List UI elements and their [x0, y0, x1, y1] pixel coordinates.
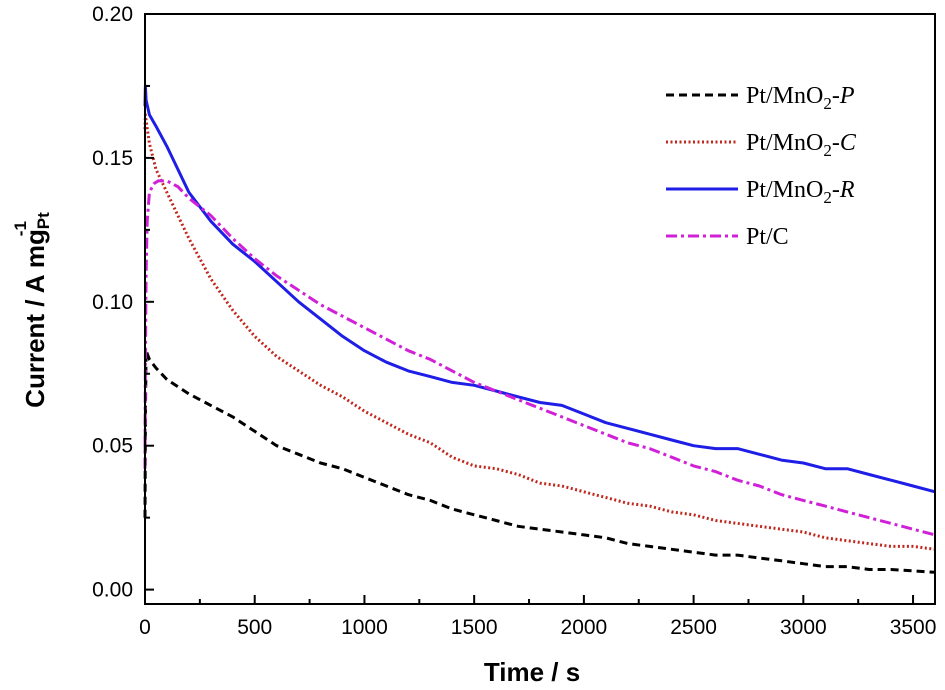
x-tick-label: 2500: [670, 616, 717, 639]
y-tick-label: 0.00: [92, 579, 133, 602]
x-tick-label: 3500: [890, 616, 937, 639]
x-tick-label: 0: [139, 616, 151, 639]
plot-frame: [144, 13, 936, 605]
x-tick-label: 500: [237, 616, 272, 639]
x-axis: 0 500 1000 1500 2000 2500 3000 3500: [139, 595, 936, 639]
series-layer: [143, 84, 936, 574]
y-axis-title-sup: -1: [11, 221, 30, 236]
y-axis-title: Current / A mgPt -1: [11, 212, 53, 408]
y-axis-title-main: Current / A mg: [20, 229, 50, 408]
series-line-0: [143, 349, 936, 574]
y-tick-label: 0.20: [92, 3, 133, 26]
svg-text:Current / A mgPt-1: Current / A mgPt -1: [11, 212, 53, 408]
legend-label-2: Pt/MnO2-R: [746, 177, 855, 207]
legend-label-1: Pt/MnO2-C: [746, 130, 857, 160]
x-tick-label: 1000: [341, 616, 388, 639]
y-axis-title-sub: Pt: [34, 212, 53, 229]
x-tick-label: 3000: [780, 616, 827, 639]
legend: Pt/MnO2-P Pt/MnO2-C Pt/MnO2-R Pt/C: [666, 83, 857, 250]
x-tick-label: 1500: [451, 616, 498, 639]
series-line-3: [143, 179, 936, 537]
y-tick-label: 0.15: [92, 147, 133, 170]
series-line-2: [143, 84, 936, 494]
y-axis: 0.00 0.05 0.10 0.15 0.20: [92, 3, 154, 602]
y-tick-label: 0.10: [92, 291, 133, 314]
x-tick-label: 2000: [561, 616, 608, 639]
series-line-1: [143, 113, 936, 551]
y-tick-label: 0.05: [92, 435, 133, 458]
legend-label-0: Pt/MnO2-P: [746, 83, 855, 113]
x-axis-title: Time / s: [484, 657, 580, 687]
legend-label-3: Pt/C: [746, 224, 789, 250]
